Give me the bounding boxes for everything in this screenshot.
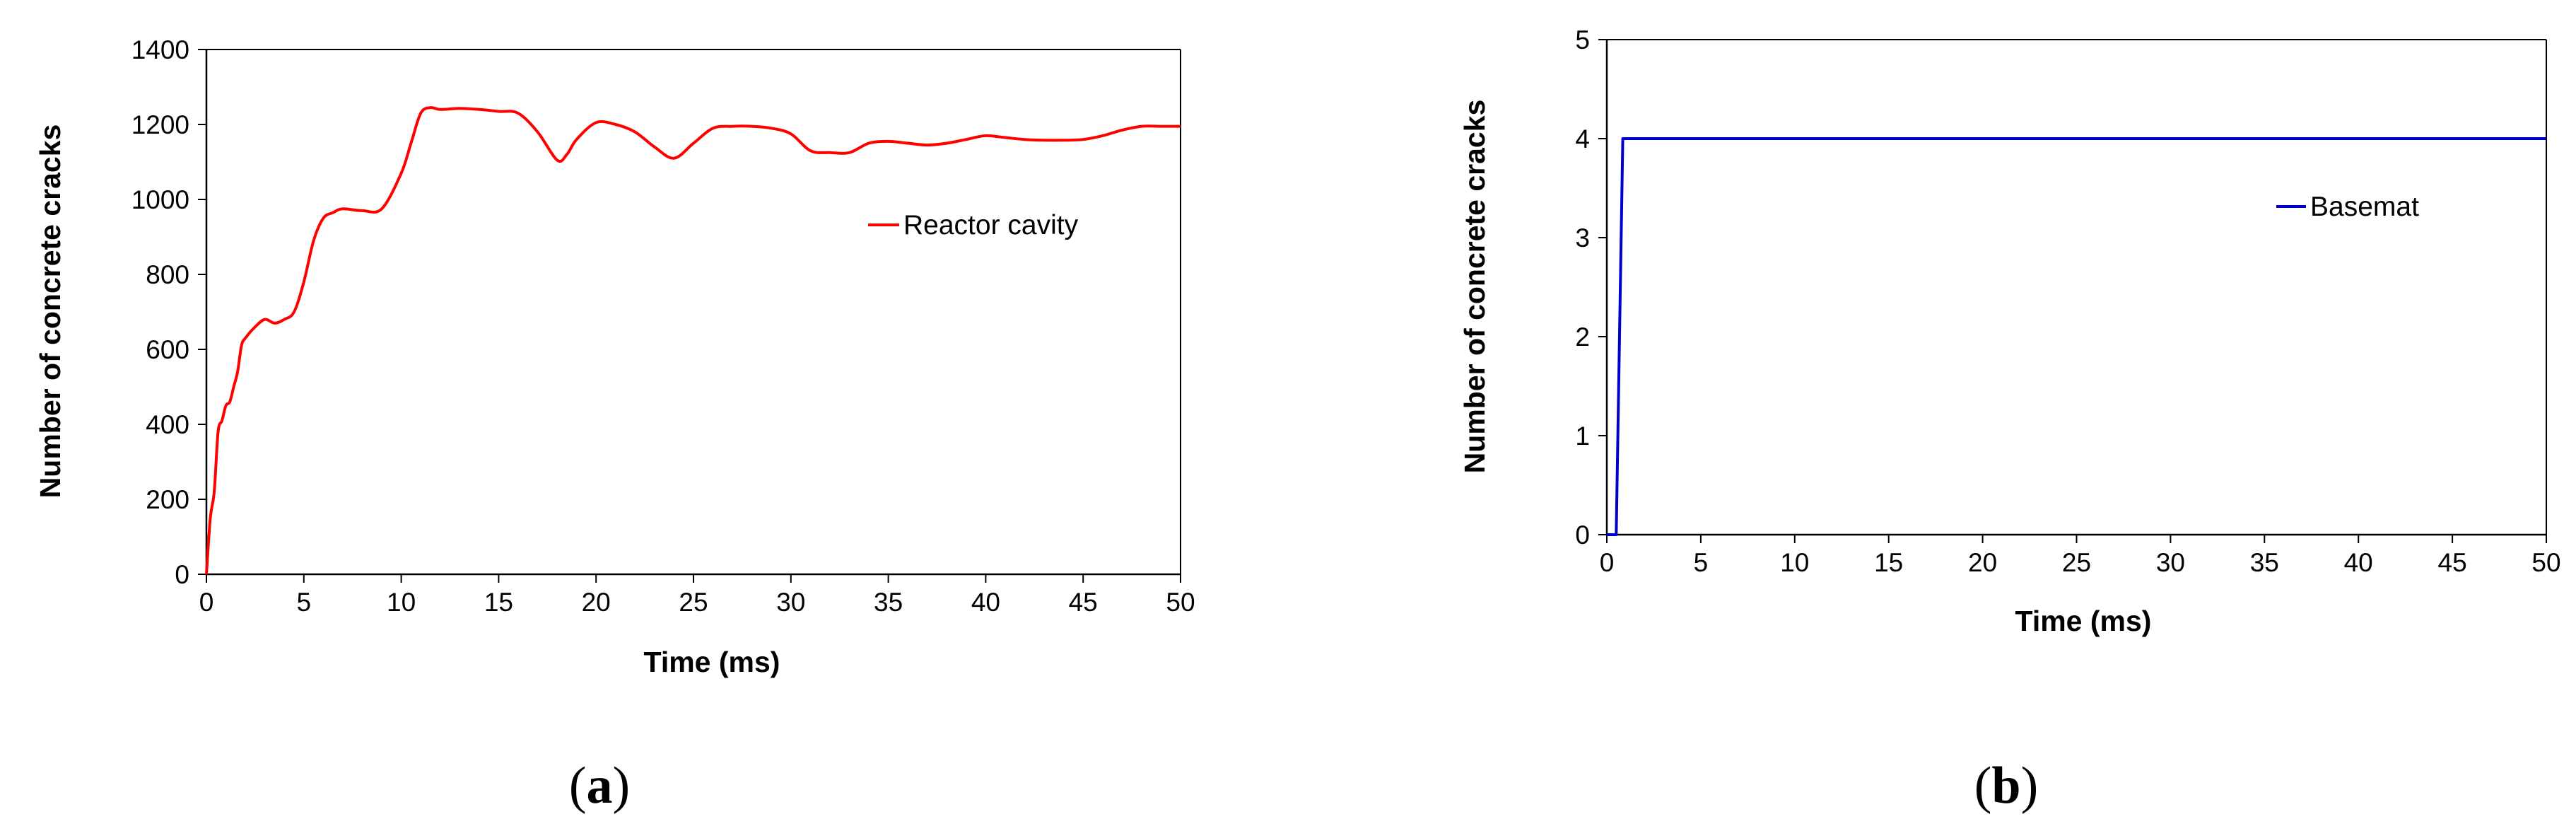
y-tick-label-a: 0 — [175, 560, 189, 589]
x-tick-label-b: 10 — [1780, 548, 1809, 577]
x-tick-label-a: 50 — [1166, 588, 1195, 617]
x-tick-label-b: 30 — [2156, 548, 2185, 577]
x-tick-label-a: 25 — [679, 588, 708, 617]
x-tick-label-b: 15 — [1874, 548, 1903, 577]
chart-panel-a: 0 5 10 15 20 25 30 35 40 45 50 0 200 400 600 800 1000 120… — [34, 35, 1195, 815]
y-tick-label-b: 2 — [1575, 322, 1590, 351]
legend-label-a: Reactor cavity — [903, 210, 1079, 240]
x-tick-label-b: 25 — [2062, 548, 2091, 577]
y-tick-label-a: 800 — [146, 260, 189, 289]
x-tick-label-b: 20 — [1968, 548, 1997, 577]
panel-label-b: (b) — [1974, 757, 2038, 815]
x-tick-label-a: 30 — [776, 588, 805, 617]
x-tick-label-b: 40 — [2344, 548, 2373, 577]
x-tick-label-a: 35 — [874, 588, 903, 617]
y-tick-label-b: 5 — [1575, 25, 1590, 54]
x-tick-label-a: 5 — [297, 588, 312, 617]
y-tick-label-a: 1200 — [131, 110, 189, 139]
legend-label-b: Basemat — [2310, 192, 2419, 222]
y-axis-title-a: Number of concrete cracks — [34, 124, 66, 499]
x-tick-label-a: 45 — [1069, 588, 1098, 617]
series-line-b — [1607, 137, 2546, 536]
y-tick-label-a: 1000 — [131, 185, 189, 214]
x-tick-label-a: 20 — [582, 588, 611, 617]
y-tick-label-a: 1400 — [131, 35, 189, 64]
x-axis-title-b: Time (ms) — [2015, 605, 2152, 637]
x-tick-label-b: 50 — [2531, 548, 2560, 577]
y-tick-label-a: 200 — [146, 485, 189, 514]
x-tick-label-a: 40 — [971, 588, 1000, 617]
y-tick-label-a: 600 — [146, 335, 189, 364]
y-tick-label-b: 0 — [1575, 521, 1590, 550]
plot-area-a: 0 5 10 15 20 25 30 35 40 45 50 0 200 400 600 800 1000 120… — [131, 35, 1195, 617]
x-tick-label-b: 45 — [2438, 548, 2467, 577]
x-tick-label-a: 10 — [387, 588, 416, 617]
series-line-a — [205, 106, 1181, 575]
x-tick-label-a: 15 — [484, 588, 513, 617]
y-tick-label-b: 1 — [1575, 422, 1590, 451]
y-axis-title-b: Number of concrete cracks — [1458, 100, 1491, 474]
x-tick-label-b: 0 — [1600, 548, 1615, 577]
panel-label-a: (a) — [569, 757, 630, 815]
x-tick-label-b: 5 — [1694, 548, 1709, 577]
y-tick-label-b: 3 — [1575, 223, 1590, 252]
x-axis-title-a: Time (ms) — [644, 646, 780, 678]
y-tick-label-a: 400 — [146, 410, 189, 439]
x-tick-label-b: 35 — [2250, 548, 2279, 577]
y-tick-label-b: 4 — [1575, 124, 1590, 153]
x-tick-label-a: 0 — [199, 588, 214, 617]
